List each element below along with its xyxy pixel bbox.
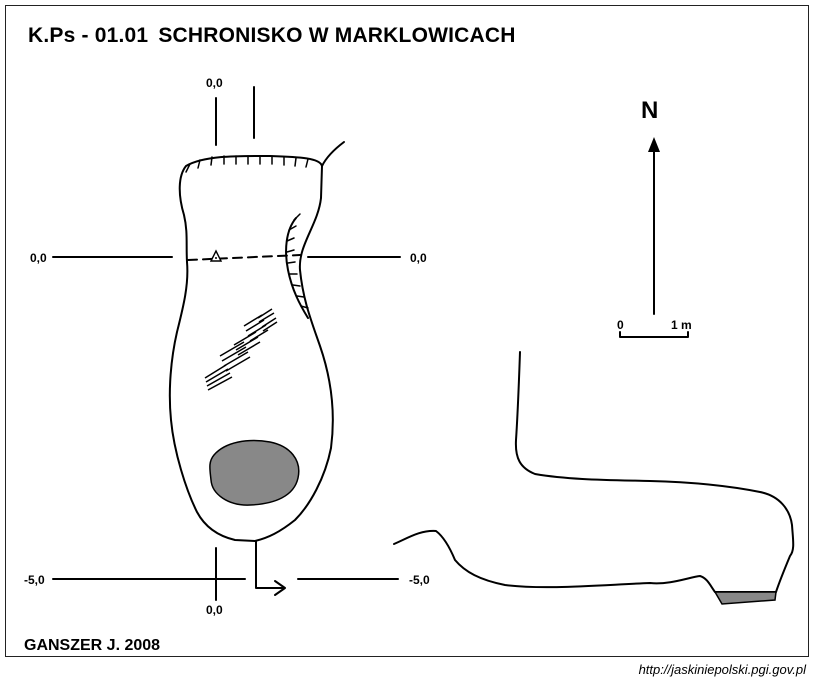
section-label-left: 0,0 <box>30 251 47 265</box>
cave-name: SCHRONISKO W MARKLOWICACH <box>158 24 516 47</box>
section-line-dashed <box>187 254 301 261</box>
section-label-right: 0,0 <box>410 251 427 265</box>
inner-ledge-hatching <box>286 213 309 309</box>
scale-start-label: 0 <box>617 318 624 332</box>
profile-outline <box>393 351 795 593</box>
profile-floor-fill <box>713 591 777 605</box>
entrance-arrow-line <box>255 540 284 589</box>
scale-bar-icon <box>619 331 689 338</box>
section-label-bottom-right: -5,0 <box>409 573 430 587</box>
entrance-arrow-icon <box>274 580 286 596</box>
plan-ridge-hatching <box>185 155 309 173</box>
plan-entrance-wall <box>321 141 345 167</box>
scale-end-label: 1 m <box>671 318 692 332</box>
source-url: http://jaskiniepolski.pgi.gov.pl <box>638 662 806 677</box>
plan-floor-fill <box>209 439 300 506</box>
inner-ledge-line <box>285 217 309 319</box>
map-title: K.Ps - 01.01 SCHRONISKO W MARKLOWICACH <box>28 24 516 48</box>
section-label-bottom-center: 0,0 <box>206 603 223 617</box>
plan-outline <box>168 154 334 542</box>
north-arrow-icon <box>648 137 660 152</box>
rubble-hatching <box>204 308 278 391</box>
cave-code: K.Ps - 01.01 <box>28 24 149 47</box>
section-label-top: 0,0 <box>206 76 223 90</box>
map-frame <box>5 5 809 657</box>
north-label: N <box>641 97 659 124</box>
author-credit: GANSZER J. 2008 <box>24 637 161 654</box>
section-label-bottom-left: -5,0 <box>24 573 45 587</box>
survey-point-icon <box>209 249 223 262</box>
